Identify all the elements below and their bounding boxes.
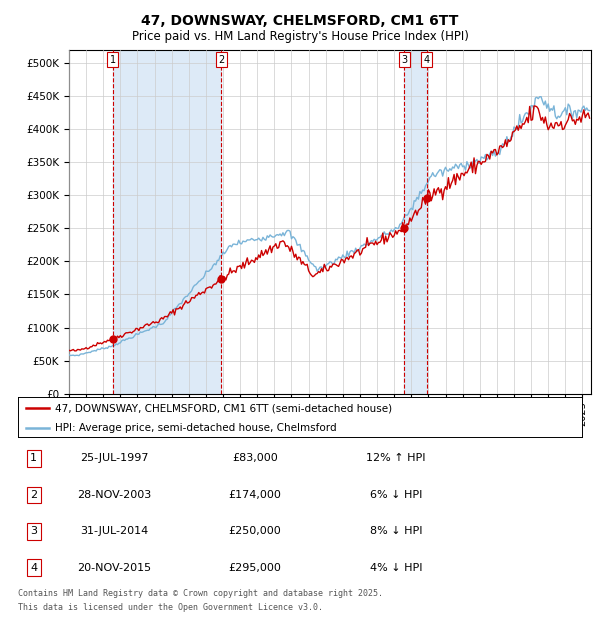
Bar: [113, 50, 221, 394]
Text: 47, DOWNSWAY, CHELMSFORD, CM1 6TT (semi-detached house): 47, DOWNSWAY, CHELMSFORD, CM1 6TT (semi-…: [55, 403, 392, 413]
Text: £83,000: £83,000: [232, 453, 278, 463]
Text: 4: 4: [30, 563, 37, 573]
Text: 47, DOWNSWAY, CHELMSFORD, CM1 6TT: 47, DOWNSWAY, CHELMSFORD, CM1 6TT: [142, 14, 458, 28]
Text: 6% ↓ HPI: 6% ↓ HPI: [370, 490, 422, 500]
Text: 20-NOV-2015: 20-NOV-2015: [77, 563, 151, 573]
Text: HPI: Average price, semi-detached house, Chelmsford: HPI: Average price, semi-detached house,…: [55, 423, 336, 433]
Text: 2: 2: [218, 55, 224, 64]
Text: 4% ↓ HPI: 4% ↓ HPI: [370, 563, 422, 573]
Text: 4: 4: [424, 55, 430, 64]
Text: Price paid vs. HM Land Registry's House Price Index (HPI): Price paid vs. HM Land Registry's House …: [131, 30, 469, 43]
Text: £250,000: £250,000: [229, 526, 281, 536]
Text: 31-JUL-2014: 31-JUL-2014: [80, 526, 148, 536]
Text: 25-JUL-1997: 25-JUL-1997: [80, 453, 148, 463]
Text: 12% ↑ HPI: 12% ↑ HPI: [366, 453, 425, 463]
Text: 1: 1: [30, 453, 37, 463]
Text: Contains HM Land Registry data © Crown copyright and database right 2025.: Contains HM Land Registry data © Crown c…: [18, 589, 383, 598]
Text: 3: 3: [401, 55, 407, 64]
Text: 28-NOV-2003: 28-NOV-2003: [77, 490, 151, 500]
Text: 8% ↓ HPI: 8% ↓ HPI: [370, 526, 422, 536]
Bar: [404, 50, 427, 394]
Text: £295,000: £295,000: [229, 563, 281, 573]
Text: 1: 1: [110, 55, 116, 64]
Text: £174,000: £174,000: [229, 490, 281, 500]
Text: 3: 3: [30, 526, 37, 536]
Text: This data is licensed under the Open Government Licence v3.0.: This data is licensed under the Open Gov…: [18, 603, 323, 612]
Text: 2: 2: [30, 490, 37, 500]
